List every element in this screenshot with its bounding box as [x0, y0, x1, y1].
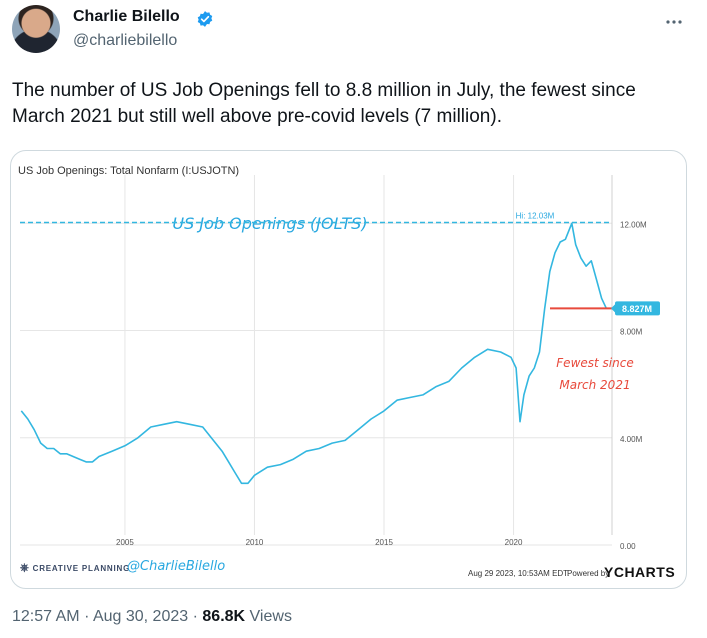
more-horizontal-icon[interactable]	[664, 12, 684, 32]
y-tick-label: 8.00M	[620, 328, 643, 337]
powered-by-label: Powered by	[567, 569, 610, 578]
creative-planning-brand: ⎈ CREATIVE PLANNING	[20, 562, 130, 575]
tweet-text: The number of US Job Openings fell to 8.…	[12, 80, 636, 127]
author-name[interactable]: Charlie Bilello	[73, 8, 180, 25]
ycharts-logo: YCHARTS	[604, 564, 676, 580]
chart-marks	[20, 221, 612, 485]
x-tick-label: 2010	[246, 538, 264, 547]
high-value-label: Hi: 12.03M	[516, 211, 555, 220]
chart-labels: 0.00 4.00M 8.00M 12.00M 2005 2010 2015 2020 Hi: …	[116, 211, 660, 551]
views-count[interactable]: 86.8K	[202, 608, 246, 625]
y-tick-label: 0.00	[620, 542, 636, 551]
author-handle[interactable]: @charliebilello	[73, 32, 178, 49]
y-tick-label: 12.00M	[620, 220, 647, 229]
creative-planning-logo-icon: ⎈	[20, 562, 30, 574]
brand-label: CREATIVE PLANNING	[32, 564, 131, 573]
last-value-badge	[615, 301, 660, 316]
footer-handle: @CharlieBilello	[127, 559, 226, 574]
annotation-text: Fewest since	[556, 356, 633, 370]
views-label: Views	[249, 608, 292, 625]
last-value-badge-pointer	[611, 304, 615, 313]
tweet-date[interactable]: Aug 30, 2023	[92, 608, 189, 625]
chart-title: US Job Openings (JOLTS)	[172, 214, 367, 233]
verified-badge-icon[interactable]	[196, 10, 214, 28]
x-tick-label: 2015	[375, 538, 393, 547]
separator: ·	[192, 608, 198, 625]
chart-grid	[20, 175, 612, 546]
y-tick-label: 4.00M	[620, 435, 643, 444]
chart-date: Aug 29 2023, 10:53AM EDT.	[468, 569, 570, 578]
chart-header: US Job Openings: Total Nonfarm (I:USJOTN…	[18, 165, 240, 177]
last-value-label: 8.827M	[622, 304, 652, 314]
avatar[interactable]	[12, 5, 60, 53]
x-tick-label: 2005	[116, 538, 134, 547]
x-tick-label: 2020	[505, 538, 523, 547]
annotation-text: March 2021	[559, 378, 630, 392]
series-line	[20, 222, 608, 485]
separator: ·	[84, 608, 90, 625]
tweet-timestamp[interactable]: 12:57 AM · Aug 30, 2023 · 86.8K Views	[12, 608, 292, 626]
tweet-time[interactable]: 12:57 AM	[12, 608, 80, 625]
